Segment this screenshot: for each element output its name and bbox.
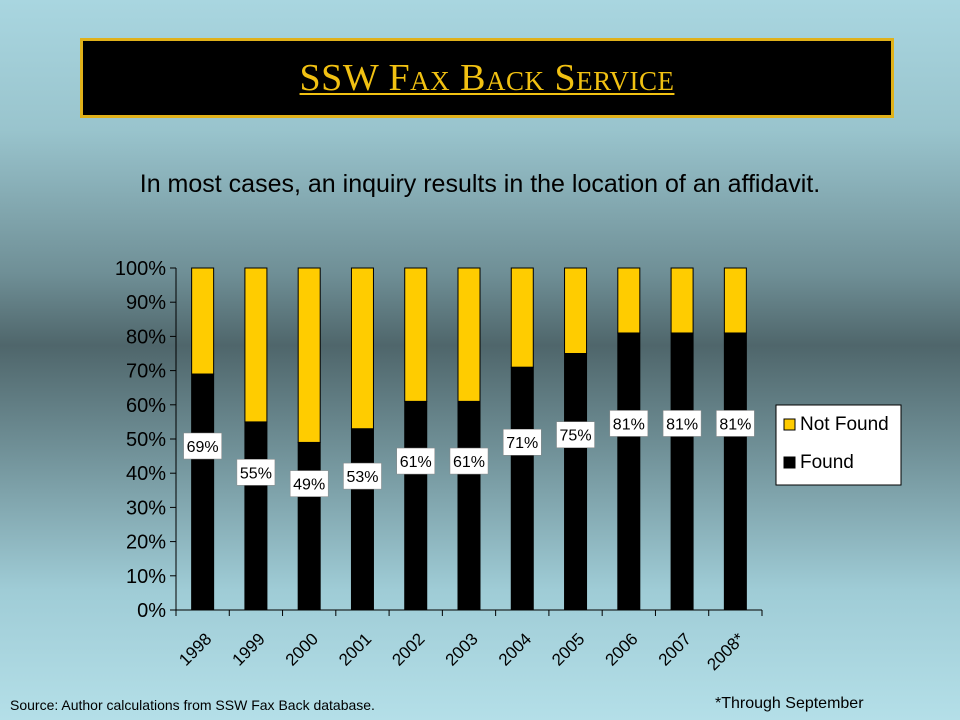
data-label-box (662, 410, 702, 437)
legend-swatch (783, 456, 796, 469)
data-label: 61% (453, 454, 485, 471)
bar-not-found (297, 267, 321, 443)
bar-found (564, 353, 588, 611)
bar-not-found (457, 267, 481, 402)
bar-not-found (510, 267, 534, 368)
bar-not-found (723, 267, 747, 334)
y-tick-label: 80% (126, 326, 166, 348)
bar-found (723, 332, 747, 611)
footnote: *Through September (715, 695, 864, 712)
x-tick-label: 2000 (282, 629, 322, 669)
data-label: 49% (293, 477, 325, 494)
bar-not-found (191, 267, 215, 375)
x-tick-label: 2004 (495, 629, 535, 669)
bar-found (404, 400, 428, 611)
data-label: 69% (187, 439, 219, 456)
x-tick-label: 1998 (175, 629, 215, 669)
bar-found (297, 441, 321, 611)
data-label: 71% (506, 435, 538, 452)
y-tick-label: 60% (126, 395, 166, 417)
data-label-box (236, 459, 276, 486)
bar-found (510, 366, 534, 611)
bar-found (244, 421, 268, 611)
legend-label: Not Found (800, 414, 889, 435)
bar-found (191, 373, 215, 611)
data-label: 55% (240, 465, 272, 482)
x-tick-label: 2006 (601, 629, 641, 669)
source-note: Source: Author calculations from SSW Fax… (10, 697, 375, 713)
y-tick-label: 0% (137, 600, 166, 622)
x-tick-label: 2005 (548, 629, 588, 669)
bar-found (457, 400, 481, 611)
y-tick-label: 70% (126, 361, 166, 383)
data-label: 81% (666, 416, 698, 433)
data-label-box (396, 447, 435, 475)
x-tick-label: 2008* (703, 629, 748, 674)
data-label-box (183, 432, 222, 460)
legend-box (775, 404, 902, 486)
data-label-box (343, 462, 382, 490)
bar-not-found (670, 267, 694, 334)
slide-title: SSW Fax Back Service (299, 57, 675, 99)
y-tick-label: 20% (126, 532, 166, 554)
data-label-box (503, 428, 542, 456)
legend-label: Found (800, 452, 854, 473)
bar-not-found (404, 267, 428, 402)
data-label-box (716, 410, 755, 437)
x-tick-label: 2003 (442, 629, 482, 669)
y-tick-label: 10% (126, 566, 166, 588)
bar-not-found (350, 267, 374, 430)
data-label-box (609, 410, 649, 437)
bar-not-found (564, 267, 588, 354)
data-label: 75% (560, 428, 592, 445)
x-tick-label: 2007 (655, 629, 695, 669)
title-box: SSW Fax Back Service (80, 38, 894, 118)
x-tick-label: 2001 (335, 629, 375, 669)
bar-found (350, 428, 374, 611)
data-label-box (289, 470, 329, 497)
y-tick-label: 30% (126, 497, 166, 519)
data-label: 81% (613, 416, 645, 433)
x-tick-label: 1999 (229, 629, 269, 669)
y-tick-label: 40% (126, 463, 166, 485)
data-label: 61% (400, 454, 432, 471)
data-label: 53% (346, 469, 378, 486)
x-tick-label: 2002 (388, 629, 428, 669)
bar-found (670, 332, 694, 611)
bar-not-found (617, 267, 641, 334)
y-tick-label: 50% (126, 429, 166, 451)
bar-found (617, 332, 641, 611)
y-tick-label: 90% (126, 292, 166, 314)
bar-not-found (244, 267, 268, 423)
data-label: 81% (719, 416, 751, 433)
slide-subtitle: In most cases, an inquiry results in the… (139, 170, 821, 198)
data-label-box (449, 447, 489, 475)
legend-swatch (783, 418, 796, 431)
y-tick-label: 100% (115, 258, 166, 280)
data-label-box (556, 421, 595, 448)
